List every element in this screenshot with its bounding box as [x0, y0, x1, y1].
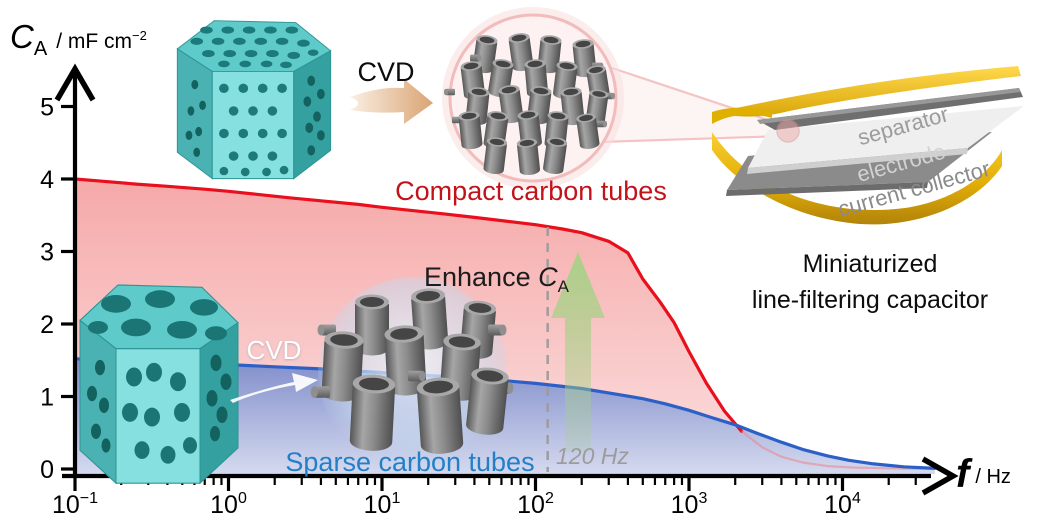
magnifier-source-dot [776, 119, 800, 143]
enhance-symbol: C [538, 262, 558, 292]
cvd-arrow-top [350, 79, 433, 124]
y-axis-title: CA / mF cm−2 [10, 18, 147, 60]
capacitor-bottom-current-collector [712, 132, 1002, 225]
x-axis-title: f / Hz [956, 452, 1011, 497]
y-tick-label: 4 [40, 166, 54, 194]
compact-curve [73, 177, 744, 433]
sparse-carbon-tubes-label: Sparse carbon tubes [285, 447, 535, 477]
cvd-label-bottom: CVD [246, 335, 302, 365]
device-caption-line2: line-filtering capacitor [751, 286, 989, 314]
cvd-arrow-bottom [230, 373, 318, 403]
x-axis-symbol: f [956, 452, 970, 496]
compact-carbon-tubes-illustration [442, 7, 624, 189]
capacitor-top-current-collector [718, 66, 1021, 117]
line-frequency-marker-label: 120 Hz [556, 443, 629, 469]
cvd-label-top: CVD [357, 57, 415, 87]
y-tick-label: 1 [40, 384, 54, 412]
y-axis-unit-superscript: −2 [132, 28, 147, 43]
compact-curve-tail [740, 430, 935, 471]
template-top-side-pores [185, 75, 325, 157]
porous-template-top-illustration [176, 20, 332, 180]
top-electrode-highlight [757, 88, 1020, 124]
compact-carbon-tubes-label: Compact carbon tubes [395, 176, 667, 206]
y-axis-symbol-subscript: A [33, 38, 48, 60]
x-tick-label: 102 [517, 490, 554, 519]
x-tick-label: 101 [364, 490, 401, 519]
sparse-area-fill [75, 358, 935, 474]
y-tick-label: 5 [40, 94, 54, 122]
porous-template-bottom-illustration [79, 284, 239, 485]
magnifier-rays [599, 66, 787, 144]
electrode-edge [726, 182, 928, 196]
template-bottom-side-pores [87, 354, 232, 453]
enhance-subscript: A [557, 277, 569, 296]
enhance-ca-label: Enhance CA [424, 262, 569, 296]
y-tick-label: 3 [40, 239, 54, 267]
device-caption-line1: Miniaturized [802, 250, 938, 278]
capacitor-left-fold [712, 107, 772, 124]
x-axis-unit: / Hz [975, 466, 1011, 488]
device-caption: Miniaturized line-filtering capacitor [703, 246, 1037, 318]
x-tick-label: 104 [824, 490, 861, 519]
y-tick-label: 0 [40, 456, 54, 484]
x-tick-label: 10−1 [52, 490, 98, 519]
template-top-pores [190, 26, 319, 177]
y-tick-label: 2 [40, 311, 54, 339]
enhance-text: Enhance [424, 262, 539, 292]
y-axis-symbol: C [10, 18, 34, 55]
capacitor-separator [748, 106, 1024, 168]
x-tick-label: 100 [210, 490, 247, 519]
capacitor-illustration: separator electrode current collector [712, 66, 1024, 225]
magnifier-circle-glow [442, 7, 624, 189]
template-bottom-pores [88, 290, 227, 464]
y-axis-unit: / mF cm [56, 30, 133, 53]
x-axis-arrowhead [921, 456, 959, 496]
enhance-up-arrow [551, 252, 605, 452]
x-tick-label: 103 [671, 490, 708, 519]
y-axis-arrowhead [54, 63, 96, 102]
sparse-carbon-tubes-illustration [310, 277, 514, 467]
compact-area-fill [75, 179, 935, 469]
separator-edge [747, 148, 968, 174]
